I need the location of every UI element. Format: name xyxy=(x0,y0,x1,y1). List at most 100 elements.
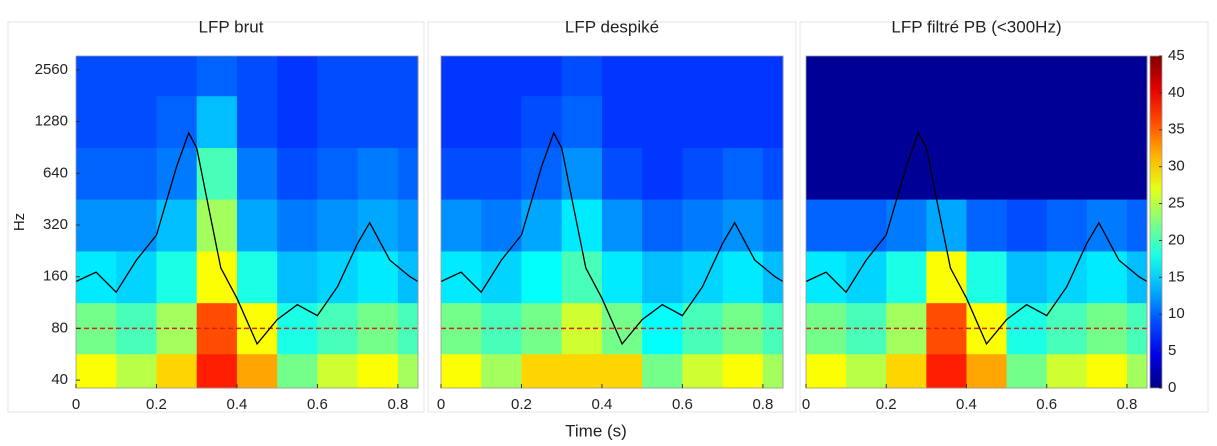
y-tick-label: 320 xyxy=(43,216,68,233)
heatmap-cell xyxy=(397,56,419,97)
heatmap-cell xyxy=(441,250,482,304)
x-tick-label: 0.6 xyxy=(1036,396,1057,413)
heatmap-cell xyxy=(1046,56,1088,97)
x-tick-label: 0.2 xyxy=(876,396,897,413)
heatmap-cell xyxy=(886,147,927,200)
heatmap-cell xyxy=(926,95,967,148)
colorbar-tick-label: 30 xyxy=(1168,158,1185,175)
heatmap-cell xyxy=(1126,199,1148,252)
heatmap-cell xyxy=(441,199,482,252)
heatmap-cell xyxy=(762,199,784,252)
heatmap-cell xyxy=(481,199,522,252)
heatmap-cell xyxy=(116,250,157,304)
panel-frame xyxy=(7,21,425,413)
y-tick-label: 40 xyxy=(51,371,68,388)
heatmap-cell xyxy=(846,56,887,97)
heatmap-cell xyxy=(76,56,117,97)
heatmap-cell xyxy=(926,147,967,200)
heatmap-cell xyxy=(926,250,967,304)
lfp-trace xyxy=(440,131,784,346)
x-axis-label: Time (s) xyxy=(565,421,627,440)
heatmap-cell xyxy=(521,250,563,304)
heatmap-cell xyxy=(682,353,724,389)
heatmap-cell xyxy=(966,353,1008,389)
y-tick-label: 640 xyxy=(43,164,68,181)
heatmap-cell xyxy=(806,147,847,200)
heatmap-cell xyxy=(1126,147,1148,200)
heatmap-cell xyxy=(966,56,1008,97)
heatmap-cell xyxy=(116,56,157,97)
heatmap-cell xyxy=(236,56,278,97)
heatmap-cell xyxy=(722,353,764,389)
heatmap-cell xyxy=(642,95,683,148)
heatmap-cell xyxy=(156,250,198,304)
heatmap-cell xyxy=(236,199,278,252)
heatmap-cell xyxy=(156,199,198,252)
plot-frame xyxy=(75,55,419,389)
heatmap-cell xyxy=(642,353,683,389)
heatmap-cell xyxy=(196,250,238,304)
heatmap-cell xyxy=(722,95,764,148)
colorbar-tick-label: 0 xyxy=(1168,379,1176,396)
heatmap-cell xyxy=(317,199,359,252)
heatmap-cell xyxy=(317,95,359,148)
heatmap-cell xyxy=(601,147,643,200)
heatmap-cell xyxy=(397,147,419,200)
y-axis-label: Hz xyxy=(11,213,28,231)
colorbar-tick-label: 20 xyxy=(1168,231,1185,248)
lfp-trace xyxy=(75,131,419,346)
heatmap-cell xyxy=(317,353,359,389)
heatmap-cell xyxy=(1086,95,1128,148)
heatmap-cell xyxy=(561,250,603,304)
heatmap-cell xyxy=(846,95,887,148)
heatmap-cell xyxy=(116,95,157,148)
heatmap-cell xyxy=(966,95,1008,148)
heatmap-cell xyxy=(601,56,643,97)
x-tick-label: 0 xyxy=(437,396,445,413)
heatmap-cell xyxy=(116,147,157,200)
heatmap-cell xyxy=(357,147,399,200)
heatmap-cell xyxy=(481,353,522,389)
x-tick-label: 0.2 xyxy=(146,396,167,413)
heatmap-cell xyxy=(156,353,198,389)
heatmap-cell xyxy=(926,353,967,389)
heatmap-cell xyxy=(601,250,643,304)
panel-title: LFP filtré PB (<300Hz) xyxy=(891,17,1061,36)
heatmap-cell xyxy=(196,199,238,252)
heatmap-cell xyxy=(886,353,927,389)
heatmap-cell xyxy=(926,56,967,97)
heatmap-cell xyxy=(561,199,603,252)
lfp-trace xyxy=(805,131,1148,346)
heatmap-cell xyxy=(357,199,399,252)
heatmap-cell xyxy=(561,147,603,200)
colorbar-tick-label: 35 xyxy=(1168,121,1185,138)
heatmap-cell xyxy=(601,199,643,252)
heatmap-cell xyxy=(1006,199,1048,252)
heatmap-cell xyxy=(886,199,927,252)
heatmap-cell xyxy=(317,56,359,97)
heatmap-cell xyxy=(966,199,1008,252)
heatmap-cell xyxy=(1006,56,1048,97)
heatmap-cell xyxy=(481,147,522,200)
heatmap-cell xyxy=(441,56,482,97)
heatmap-cell xyxy=(682,147,724,200)
heatmap-cell xyxy=(846,199,887,252)
x-tick-label: 0.8 xyxy=(752,396,773,413)
heatmap-cell xyxy=(561,56,603,97)
x-tick-label: 0.4 xyxy=(592,396,613,413)
heatmap-cell xyxy=(116,199,157,252)
heatmap-cell xyxy=(196,353,238,389)
heatmap-cell xyxy=(1006,95,1048,148)
heatmap-cell xyxy=(76,250,117,304)
heatmap-cell xyxy=(926,199,967,252)
heatmap-cell xyxy=(236,250,278,304)
heatmap-cell xyxy=(196,95,238,148)
y-tick-label: 1280 xyxy=(35,113,68,130)
x-tick-label: 0.2 xyxy=(511,396,532,413)
heatmap-cell xyxy=(642,199,683,252)
heatmap-cell xyxy=(1046,95,1088,148)
heatmap-cell xyxy=(966,147,1008,200)
heatmap-cell xyxy=(441,95,482,148)
heatmap-cell xyxy=(1006,147,1048,200)
heatmap-cell xyxy=(317,147,359,200)
